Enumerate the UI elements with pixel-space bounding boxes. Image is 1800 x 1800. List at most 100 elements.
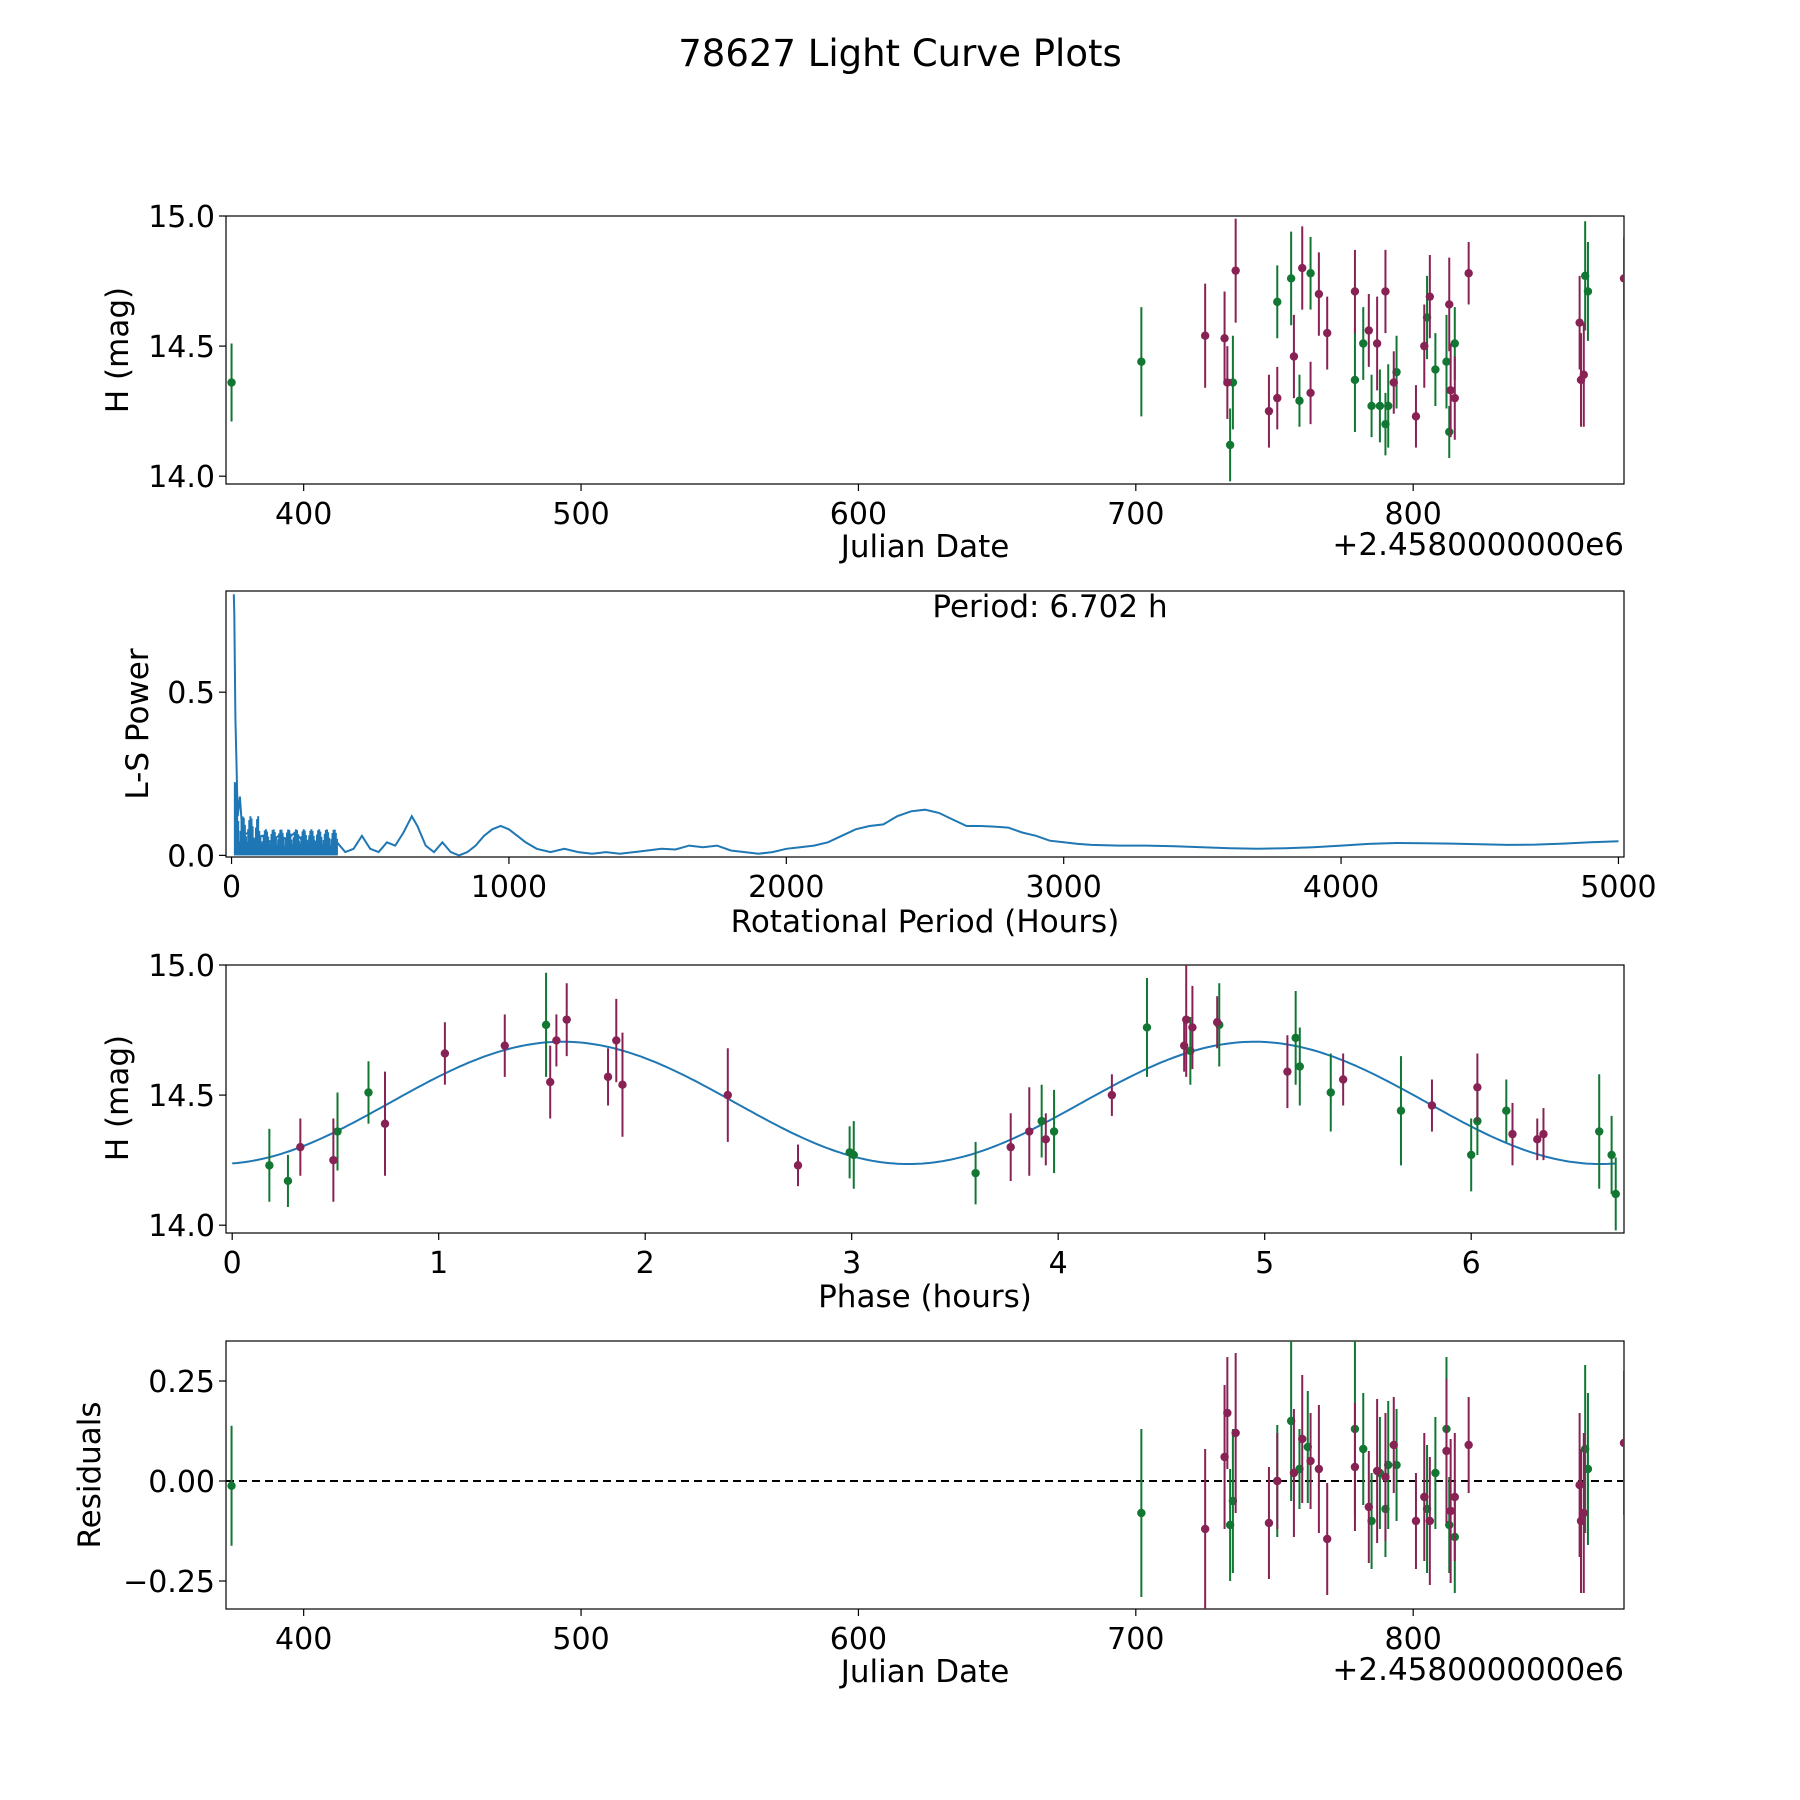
- green-point: [1583, 287, 1593, 296]
- purple-point: [1041, 1135, 1051, 1144]
- purple-point: [1200, 331, 1210, 340]
- purple-point: [1182, 1015, 1191, 1024]
- purple-point: [1575, 318, 1584, 327]
- y-tick-label: −0.25: [123, 1565, 215, 1600]
- panel-periodogram: 0 1000 2000 3000 4000 5000 0.0 0.5 Period: 6.7…: [120, 589, 1657, 940]
- green-point: [1502, 1106, 1511, 1115]
- periodogram-frame: [225, 590, 1625, 858]
- purple-point: [1273, 393, 1282, 403]
- purple-point: [1223, 378, 1232, 387]
- x-tick-label: 3: [842, 1246, 861, 1281]
- green-point: [1595, 1127, 1604, 1136]
- purple-point: [562, 1015, 571, 1024]
- green-point: [1583, 1464, 1593, 1474]
- purple-point: [1464, 269, 1473, 278]
- purple-point: [1579, 1508, 1588, 1518]
- x-tick-label: 500: [552, 1622, 609, 1657]
- green-point: [1359, 1444, 1368, 1454]
- green-point: [971, 1168, 980, 1178]
- purple-point: [1273, 1476, 1282, 1486]
- purple-point: [1381, 287, 1390, 296]
- x-tick-label: 5000: [1580, 870, 1656, 905]
- lightcurve-x-label: Julian Date: [839, 529, 1010, 565]
- purple-point: [1425, 292, 1435, 301]
- lightcurve-marks: [227, 218, 1624, 482]
- green-point: [1431, 365, 1440, 374]
- purple-point: [1389, 378, 1398, 387]
- page-title: 78627 Light Curve Plots: [678, 32, 1122, 75]
- y-tick-label: 0.25: [148, 1365, 215, 1400]
- x-tick-label: 800: [1385, 1622, 1442, 1657]
- period-annotation: Period: 6.702 h: [932, 589, 1167, 625]
- x-tick-label: 1000: [471, 870, 547, 905]
- purple-point: [612, 1036, 621, 1045]
- periodogram-y-label: L-S Power: [120, 648, 156, 799]
- purple-point: [1338, 1075, 1348, 1084]
- residuals-offset-label: +2.4580000000e6: [1332, 1652, 1624, 1688]
- x-tick-label: 4000: [1303, 870, 1379, 905]
- phased-y-ticks: 14.0 14.5 15.0: [148, 949, 226, 1244]
- lightcurve-frame: [225, 215, 1625, 485]
- green-point: [227, 378, 236, 387]
- x-tick-label: 600: [830, 1622, 887, 1657]
- purple-point: [1425, 1516, 1435, 1526]
- purple-point: [1006, 1142, 1015, 1152]
- green-point: [1367, 401, 1376, 411]
- purple-point: [1231, 1428, 1240, 1438]
- green-point: [849, 1150, 858, 1160]
- purple-point: [1364, 1502, 1374, 1512]
- purple-point: [1372, 339, 1382, 348]
- purple-point: [1411, 1516, 1421, 1526]
- purple-point: [1372, 1466, 1382, 1476]
- purple-point: [1381, 1472, 1390, 1482]
- purple-point: [1350, 1462, 1360, 1472]
- x-tick-label: 400: [275, 497, 332, 532]
- purple-point: [618, 1080, 627, 1089]
- y-tick-label: 0.00: [148, 1465, 215, 1500]
- purple-point: [1533, 1135, 1542, 1144]
- lightcurve-x-ticks: 400 500 600 700 800: [275, 484, 1442, 532]
- purple-point: [603, 1072, 613, 1082]
- x-tick-label: 0: [222, 870, 241, 905]
- green-point: [1607, 1150, 1616, 1160]
- green-point: [1137, 1508, 1146, 1518]
- green-point: [1350, 375, 1360, 385]
- purple-point: [1223, 1408, 1232, 1418]
- y-tick-label: 14.0: [148, 1209, 215, 1244]
- green-point: [1306, 269, 1315, 278]
- residuals-x-label: Julian Date: [839, 1654, 1010, 1690]
- x-tick-label: 4: [1049, 1246, 1068, 1281]
- y-tick-label: 0.0: [167, 839, 215, 874]
- purple-point: [1446, 386, 1455, 395]
- periodogram-x-label: Rotational Period (Hours): [731, 904, 1120, 940]
- x-tick-label: 400: [275, 1622, 332, 1657]
- green-point: [333, 1127, 342, 1136]
- x-tick-label: 700: [1107, 497, 1164, 532]
- green-point: [1445, 427, 1454, 437]
- x-tick-label: 2: [636, 1246, 655, 1281]
- purple-point: [1450, 393, 1459, 403]
- phased-x-label: Phase (hours): [818, 1279, 1032, 1315]
- purple-point: [1025, 1127, 1034, 1136]
- purple-point: [1264, 406, 1274, 416]
- green-point: [1375, 401, 1385, 411]
- purple-point: [1446, 1506, 1455, 1516]
- purple-point: [1508, 1129, 1517, 1139]
- green-point: [1037, 1116, 1046, 1126]
- green-point: [1611, 1189, 1620, 1199]
- panel-residuals: 400 500 600 700 800 −0.25 0.00 0.25 Julian Dat…: [72, 1340, 1625, 1690]
- y-tick-label: 14.5: [148, 330, 215, 365]
- green-point: [1326, 1088, 1335, 1097]
- purple-point: [1314, 289, 1324, 299]
- x-tick-label: 700: [1107, 1622, 1164, 1657]
- x-tick-label: 800: [1385, 497, 1442, 532]
- y-tick-label: 14.0: [148, 460, 215, 495]
- purple-point: [1420, 1492, 1429, 1502]
- purple-point: [1200, 1524, 1210, 1534]
- purple-point: [1289, 352, 1299, 361]
- green-point: [1466, 1150, 1476, 1160]
- purple-point: [552, 1036, 561, 1045]
- residuals-frame: [225, 1340, 1625, 1610]
- purple-point: [1473, 1083, 1482, 1092]
